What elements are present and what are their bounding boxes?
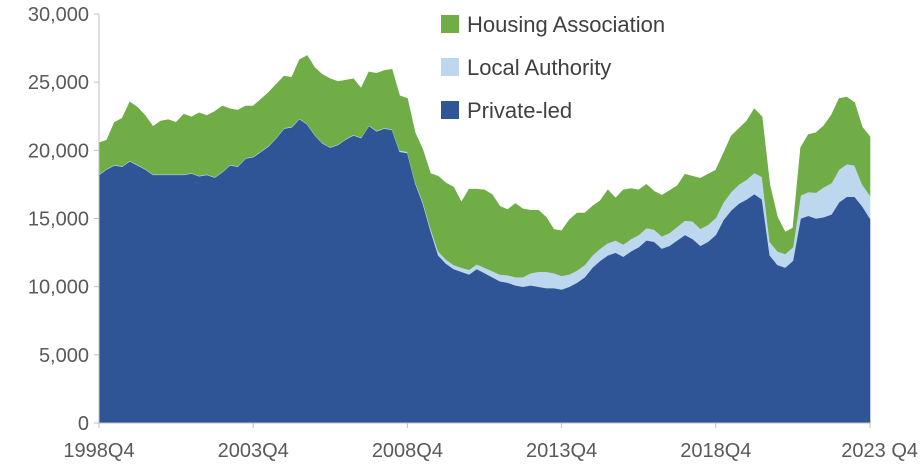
y-tick-label: 20,000 [28, 140, 89, 162]
area-series-housing-association [98, 55, 871, 278]
y-tick-label: 10,000 [28, 277, 89, 299]
y-tick-label: 30,000 [28, 4, 89, 26]
x-tick-label: 2013Q4 [526, 440, 597, 462]
y-tick-label: 15,000 [28, 209, 89, 231]
y-tick-label: 5,000 [39, 345, 89, 367]
legend-label: Private-led [467, 98, 572, 123]
y-tick-label: 0 [78, 413, 89, 435]
axes-group: 0 5,000 10,000 15,000 20,000 25,000 30,000 1998… [28, 4, 918, 462]
x-tick-label: 2018Q4 [680, 440, 751, 462]
y-tick-label: 25,000 [28, 72, 89, 94]
legend-label: Housing Association [467, 12, 665, 37]
legend-swatch [441, 15, 459, 33]
x-tick-label: 2023 Q4 [841, 440, 918, 462]
x-tick-label: 1998Q4 [63, 440, 134, 462]
area-series-group [98, 55, 871, 424]
legend: Housing Association Local Authority Privat… [441, 12, 665, 123]
x-tick-label: 2003Q4 [218, 440, 289, 462]
legend-swatch [441, 101, 459, 119]
legend-swatch [441, 58, 459, 76]
x-tick-label: 2008Q4 [372, 440, 443, 462]
legend-label: Local Authority [467, 55, 611, 80]
